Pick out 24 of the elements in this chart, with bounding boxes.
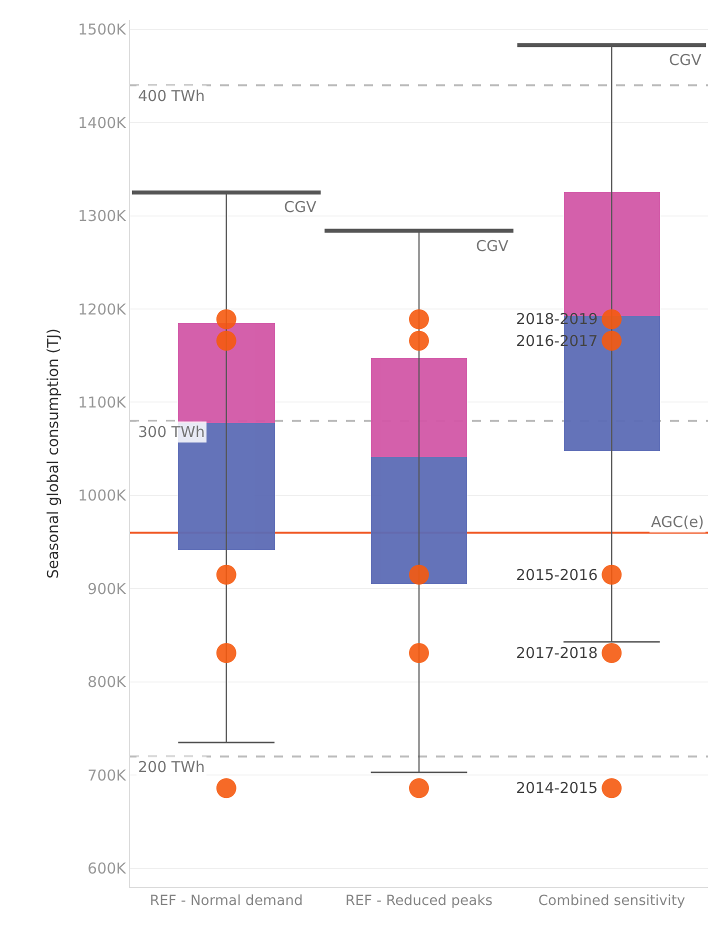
y-tick-label: 1300K — [78, 207, 128, 226]
annotation: 2015-2016 — [516, 566, 598, 584]
annotation: CGV — [669, 51, 702, 69]
y-axis-title: Seasonal global consumption (TJ) — [44, 328, 62, 579]
y-tick-label: 1200K — [78, 300, 128, 318]
ref-line-label: 300 TWh — [138, 423, 205, 441]
x-tick-label: REF - Normal demand — [150, 892, 303, 909]
annotation: CGV — [284, 198, 318, 216]
annotation: CGV — [476, 237, 510, 255]
annotation: 2014-2015 — [516, 779, 598, 797]
y-tick-label: 800K — [88, 673, 128, 692]
y-tick-label: 1400K — [78, 114, 128, 132]
y-tick-label: 1500K — [78, 20, 128, 39]
y-tick-label: 1100K — [78, 393, 128, 412]
y-tick-label: 1000K — [78, 486, 128, 505]
y-tick-label: 600K — [88, 860, 128, 878]
x-tick-label: Combined sensitivity — [538, 892, 686, 909]
ref-line-label: 200 TWh — [138, 758, 205, 776]
y-tick-label: 900K — [88, 580, 128, 598]
ref-line-label: 400 TWh — [138, 87, 205, 105]
annotation: 2017-2018 — [516, 644, 598, 662]
ref-line-label: AGC(e) — [651, 513, 704, 531]
x-tick-label: REF - Reduced peaks — [345, 892, 493, 909]
y-tick-label: 700K — [88, 766, 128, 784]
